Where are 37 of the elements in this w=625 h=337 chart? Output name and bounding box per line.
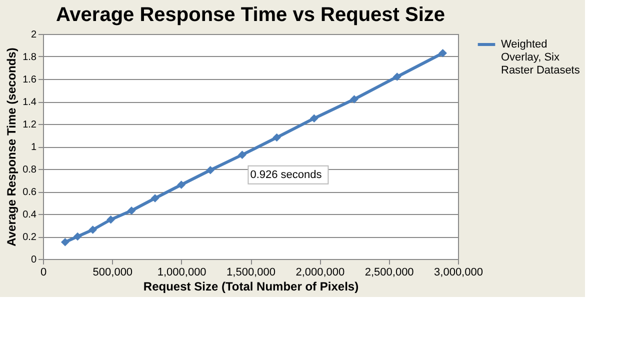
y-tick-label: 1.2 <box>22 120 37 130</box>
y-tick-label: 0.6 <box>22 187 37 198</box>
point <box>150 194 160 202</box>
point <box>238 150 246 160</box>
point <box>392 72 402 81</box>
point <box>73 232 82 241</box>
y-tick-label: 0.4 <box>22 210 37 220</box>
x-tick-label: 1,000,000 <box>157 266 206 278</box>
y-tick-label: 0 <box>30 254 37 266</box>
y-tick-label: 1.8 <box>22 52 37 63</box>
y-axis-title: Average Response Time (seconds) <box>4 48 19 246</box>
data-label: 0.926 seconds <box>250 168 322 181</box>
x-tick-label: 1,500,000 <box>226 266 276 278</box>
legend-label: Weighted Overlay, Six Raster Datasets <box>501 38 580 76</box>
point <box>177 180 186 189</box>
y-tick-label: 0.2 <box>22 232 37 243</box>
point <box>88 226 97 234</box>
point <box>438 48 447 58</box>
point <box>127 206 136 215</box>
x-tick-label: 2,500,000 <box>364 266 414 278</box>
point <box>206 166 215 174</box>
point <box>60 238 70 246</box>
y-tick-label: 1.4 <box>22 97 37 108</box>
x-tick-label: 2,000,000 <box>296 266 345 278</box>
x-tick-label: 3,000,000 <box>434 266 483 278</box>
x-tick-label: 500,000 <box>92 266 133 278</box>
point <box>310 114 318 123</box>
point <box>272 133 281 142</box>
y-tick-label: 1 <box>30 142 37 153</box>
y-tick-label: 1.6 <box>22 74 37 86</box>
point <box>350 95 358 104</box>
x-axis-title: Request Size (Total Number of Pixels) <box>143 280 359 294</box>
y-tick-label: 0.8 <box>22 164 37 176</box>
chart-title: Average Response Time vs Request Size <box>56 4 446 26</box>
x-tick-label: 0 <box>40 266 47 278</box>
point <box>106 215 115 224</box>
y-tick-label: 2 <box>30 30 37 40</box>
